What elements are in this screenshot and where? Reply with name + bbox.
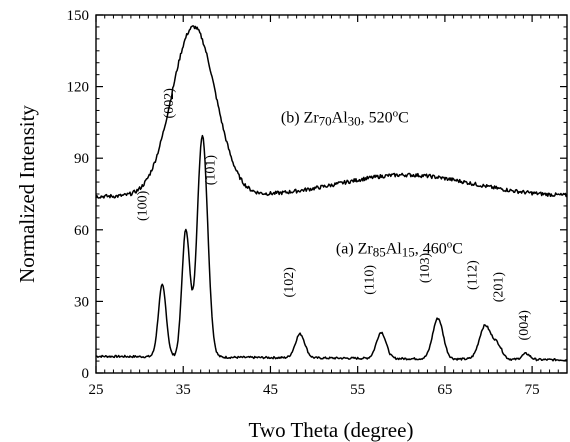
series-label-part: 70 [319, 113, 332, 128]
x-axis-title: Two Theta (degree) [249, 418, 414, 442]
series-label-0: (a) Zr85Al15, 460oC [336, 239, 463, 260]
y-tick-label: 90 [74, 151, 89, 167]
peak-labels: (100) (002) (101) (102) (110) (103) (112) (201)… [136, 88, 532, 341]
series-label-part: o [393, 107, 399, 119]
y-tick-label: 150 [67, 8, 90, 24]
series-label-part: 15 [402, 245, 415, 260]
axis-ticks [95, 14, 568, 374]
series-labels: (a) Zr85Al15, 460oC(b) Zr70Al30, 520oC [281, 107, 463, 259]
series-label-part: (a) Zr [336, 241, 374, 258]
series-label-part: C [452, 241, 463, 258]
series-label-part: Al [332, 109, 349, 126]
x-tick-label: 75 [525, 382, 540, 398]
x-tick-label: 25 [89, 382, 104, 398]
peak-label: (112) [465, 260, 480, 290]
x-tick-label: 55 [350, 382, 365, 398]
x-tick-label: 65 [437, 382, 452, 398]
peak-label: (100) [136, 190, 151, 221]
series-lines [95, 25, 568, 362]
series-label-part: (b) Zr [281, 109, 319, 126]
series-label-part: Al [386, 241, 403, 258]
tick-labels: 25 35 45 55 65 75 0 30 60 90 120 150 [67, 8, 540, 398]
series-line-1 [95, 25, 568, 199]
series-label-part: 30 [348, 113, 361, 128]
series-label-part: C [398, 109, 409, 126]
series-line-0 [95, 134, 568, 362]
peak-label: (004) [517, 310, 532, 341]
y-tick-label: 0 [82, 366, 90, 382]
y-tick-label: 120 [67, 80, 90, 96]
peak-label: (102) [282, 267, 297, 298]
peak-label: (002) [162, 88, 177, 119]
series-label-1: (b) Zr70Al30, 520oC [281, 107, 409, 128]
x-tick-label: 45 [263, 382, 278, 398]
series-label-part: o [447, 239, 453, 251]
y-tick-label: 30 [74, 294, 89, 310]
y-axis-title: Normalized Intensity [15, 105, 39, 283]
series-label-part: , 520 [361, 109, 393, 126]
x-tick-label: 35 [176, 382, 191, 398]
y-tick-label: 60 [74, 223, 89, 239]
peak-label: (110) [362, 265, 377, 295]
series-label-part: , 460 [415, 241, 447, 258]
peak-label: (201) [492, 272, 507, 303]
peak-label: (103) [418, 253, 433, 284]
series-label-part: 85 [373, 245, 386, 260]
peak-label: (101) [204, 155, 219, 186]
